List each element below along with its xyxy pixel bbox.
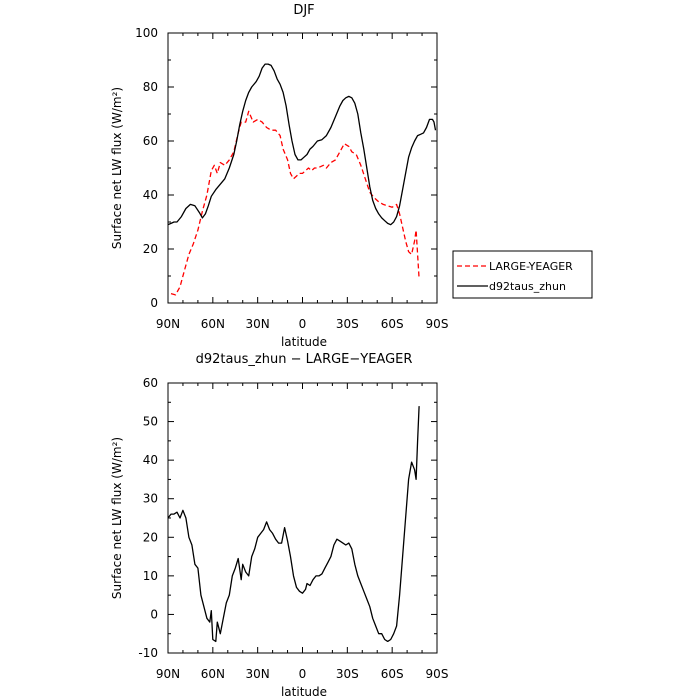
top-series-group <box>167 63 437 296</box>
top-x-tick-label: 30S <box>336 317 359 331</box>
top-x-tick-label: 30N <box>246 317 270 331</box>
bottom-x-tick-label: 60S <box>381 667 404 681</box>
bottom-series-group <box>167 406 420 643</box>
bottom-x-tick-label: 30N <box>246 667 270 681</box>
top-y-tick-label: 60 <box>143 134 158 148</box>
top-panel: DJF 90N 60N 30N 0 30S 60S 90S 0 20 40 60 80 100 lati… <box>110 3 593 349</box>
top-xlabel: latitude <box>281 335 327 349</box>
top-series-line-1 <box>167 63 437 226</box>
bottom-xlabel: latitude <box>281 685 327 699</box>
top-axis-ticks: 90N 60N 30N 0 30S 60S 90S 0 20 40 60 80 100 <box>135 26 448 331</box>
bottom-ylabel: Surface net LW flux (W/m²) <box>110 437 124 599</box>
bottom-x-tick-label: 30S <box>336 667 359 681</box>
top-y-tick-label: 20 <box>143 242 158 256</box>
bottom-series-line-0 <box>167 406 420 643</box>
top-plot-frame <box>167 32 438 304</box>
top-y-tick-label: 0 <box>150 296 158 310</box>
legend-box <box>452 250 593 299</box>
bottom-y-tick-label: 60 <box>143 376 158 390</box>
top-y-tick-label: 40 <box>143 188 158 202</box>
top-x-tick-label: 90N <box>156 317 180 331</box>
top-ylabel: Surface net LW flux (W/m²) <box>110 87 124 249</box>
bottom-y-tick-label: 20 <box>143 530 158 544</box>
top-y-tick-label: 100 <box>135 26 158 40</box>
bottom-chart-title: d92taus_zhun − LARGE−YEAGER <box>196 352 413 367</box>
legend: LARGE-YEAGER d92taus_zhun <box>452 250 593 299</box>
bottom-y-tick-label: 10 <box>143 569 158 583</box>
bottom-panel: d92taus_zhun − LARGE−YEAGER 90N 60N 30N 0 30… <box>110 352 448 699</box>
legend-label-large-yeager: LARGE-YEAGER <box>489 260 573 273</box>
top-series-line-0 <box>170 110 420 296</box>
bottom-y-tick-label: 50 <box>143 415 158 429</box>
bottom-y-tick-label: 0 <box>150 607 158 621</box>
bottom-axis-ticks: 90N 60N 30N 0 30S 60S 90S -10 0 10 20 30 40 50 60 <box>138 376 448 681</box>
top-x-tick-label: 0 <box>299 317 307 331</box>
bottom-y-tick-label: 40 <box>143 453 158 467</box>
top-x-tick-label: 60N <box>201 317 225 331</box>
bottom-x-tick-label: 90N <box>156 667 180 681</box>
top-y-tick-label: 80 <box>143 80 158 94</box>
legend-label-d92taus: d92taus_zhun <box>489 280 566 293</box>
bottom-plot-frame <box>167 382 438 654</box>
top-chart-title: DJF <box>293 3 314 18</box>
bottom-y-tick-label: -10 <box>138 646 158 660</box>
bottom-x-tick-label: 60N <box>201 667 225 681</box>
top-x-tick-label: 90S <box>426 317 449 331</box>
bottom-x-tick-label: 90S <box>426 667 449 681</box>
bottom-y-tick-label: 30 <box>143 492 158 506</box>
bottom-x-tick-label: 0 <box>299 667 307 681</box>
top-x-tick-label: 60S <box>381 317 404 331</box>
